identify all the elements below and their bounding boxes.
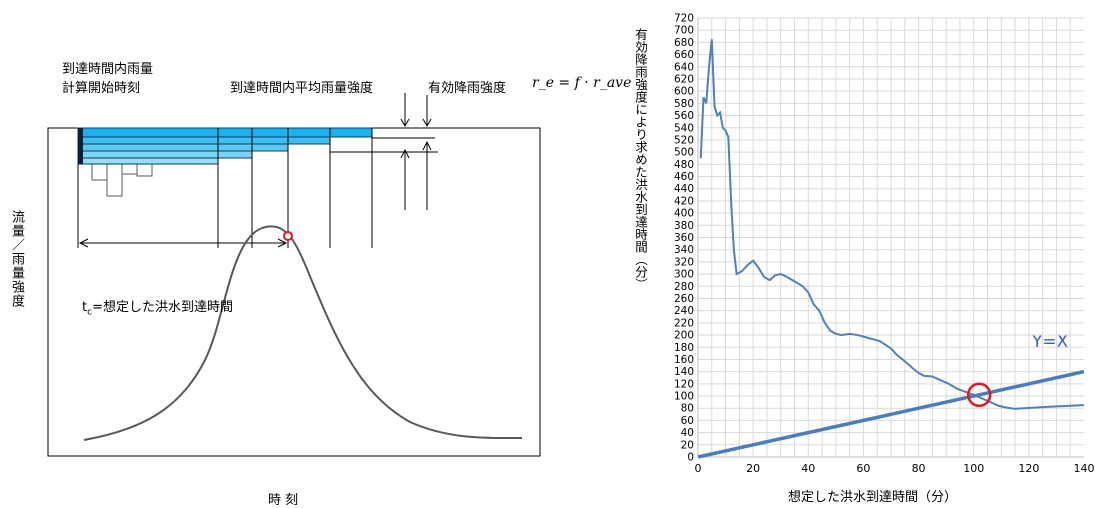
peak-marker: [283, 231, 293, 241]
y-tick-label: 320: [674, 256, 694, 268]
y-tick-label: 460: [674, 171, 694, 183]
y-tick-label: 480: [674, 159, 694, 171]
label-avg-intensity: 到達時間内平均雨量強度: [230, 81, 374, 96]
y-tick-label: 520: [674, 134, 694, 146]
y-tick-label: 560: [674, 110, 694, 122]
formula: r_e = f · r_ave: [532, 75, 632, 91]
x-tick-label: 140: [1074, 462, 1095, 475]
y-tick-label: 300: [674, 269, 694, 281]
x-tick-label: 100: [963, 462, 984, 475]
y-tick-label: 440: [674, 183, 694, 195]
y-tick-label: 400: [674, 208, 694, 220]
y-tick-label: 260: [674, 293, 694, 305]
label-start-2: 計算開始時刻: [62, 81, 141, 96]
y-tick-label: 580: [674, 98, 694, 110]
y-tick-label: 220: [674, 317, 694, 329]
y-tick-label: 240: [674, 305, 694, 317]
y-tick-label: 200: [674, 330, 694, 342]
y-tick-label: 600: [674, 86, 694, 98]
tc-label: tc=想定した洪水到達時間: [82, 296, 233, 318]
y-tick-label: 720: [674, 13, 694, 25]
label-effective-intensity: 有効降雨強度: [428, 81, 507, 96]
x-tick-label: 20: [746, 462, 760, 475]
tc-sub: c: [87, 307, 93, 318]
series-line-arrival-time: [699, 39, 1085, 410]
x-axis-label: 時 刻: [268, 493, 299, 508]
chart-y-label: 有効降雨強度により求めた洪水到達時間（分）: [633, 28, 648, 291]
y-tick-label: 100: [674, 391, 694, 403]
tc-text: =想定した洪水到達時間: [92, 300, 233, 315]
y-tick-label: 40: [681, 427, 694, 439]
guide-lines: [217, 128, 373, 248]
y-tick-label: 140: [674, 366, 694, 378]
x-tick-label: 80: [912, 462, 926, 475]
y-tick-label: 700: [674, 25, 694, 37]
y-tick-label: 640: [674, 61, 694, 73]
tc-prefix: t: [82, 300, 88, 315]
chart-x-label: 想定した洪水到達時間（分）: [788, 490, 958, 505]
y-tick-label: 60: [681, 415, 694, 427]
y-tick-label: 280: [674, 281, 694, 293]
intersection-circle: [966, 382, 992, 408]
x-tick-label: 0: [695, 462, 702, 475]
y-tick-label: 340: [674, 244, 694, 256]
y-tick-label: 620: [674, 73, 694, 85]
y-tick-label: 680: [674, 37, 694, 49]
y-tick-label: 0: [687, 452, 694, 464]
start-edge: [78, 128, 83, 164]
tc-arrow: [77, 164, 288, 248]
y-tick-label: 180: [674, 342, 694, 354]
y-tick-label: 380: [674, 220, 694, 232]
y-tick-label: 540: [674, 122, 694, 134]
y-tick-label: 20: [681, 439, 694, 451]
x-tick-label: 120: [1018, 462, 1039, 475]
y-tick-label: 500: [674, 147, 694, 159]
y-tick-label: 420: [674, 195, 694, 207]
y-tick-label: 120: [674, 378, 694, 390]
y-tick-label: 660: [674, 49, 694, 61]
y-tick-label: 80: [681, 403, 694, 415]
effective-arrows: [330, 93, 438, 210]
series-line-yx: [697, 369, 1085, 459]
x-tick-label: 60: [856, 462, 870, 475]
y-tick-label: 160: [674, 354, 694, 366]
y-axis-label: 流量／雨量強度: [9, 210, 24, 308]
x-tick-label: 40: [801, 462, 815, 475]
label-start: 到達時間内雨量: [62, 62, 154, 77]
y-tick-label: 360: [674, 232, 694, 244]
